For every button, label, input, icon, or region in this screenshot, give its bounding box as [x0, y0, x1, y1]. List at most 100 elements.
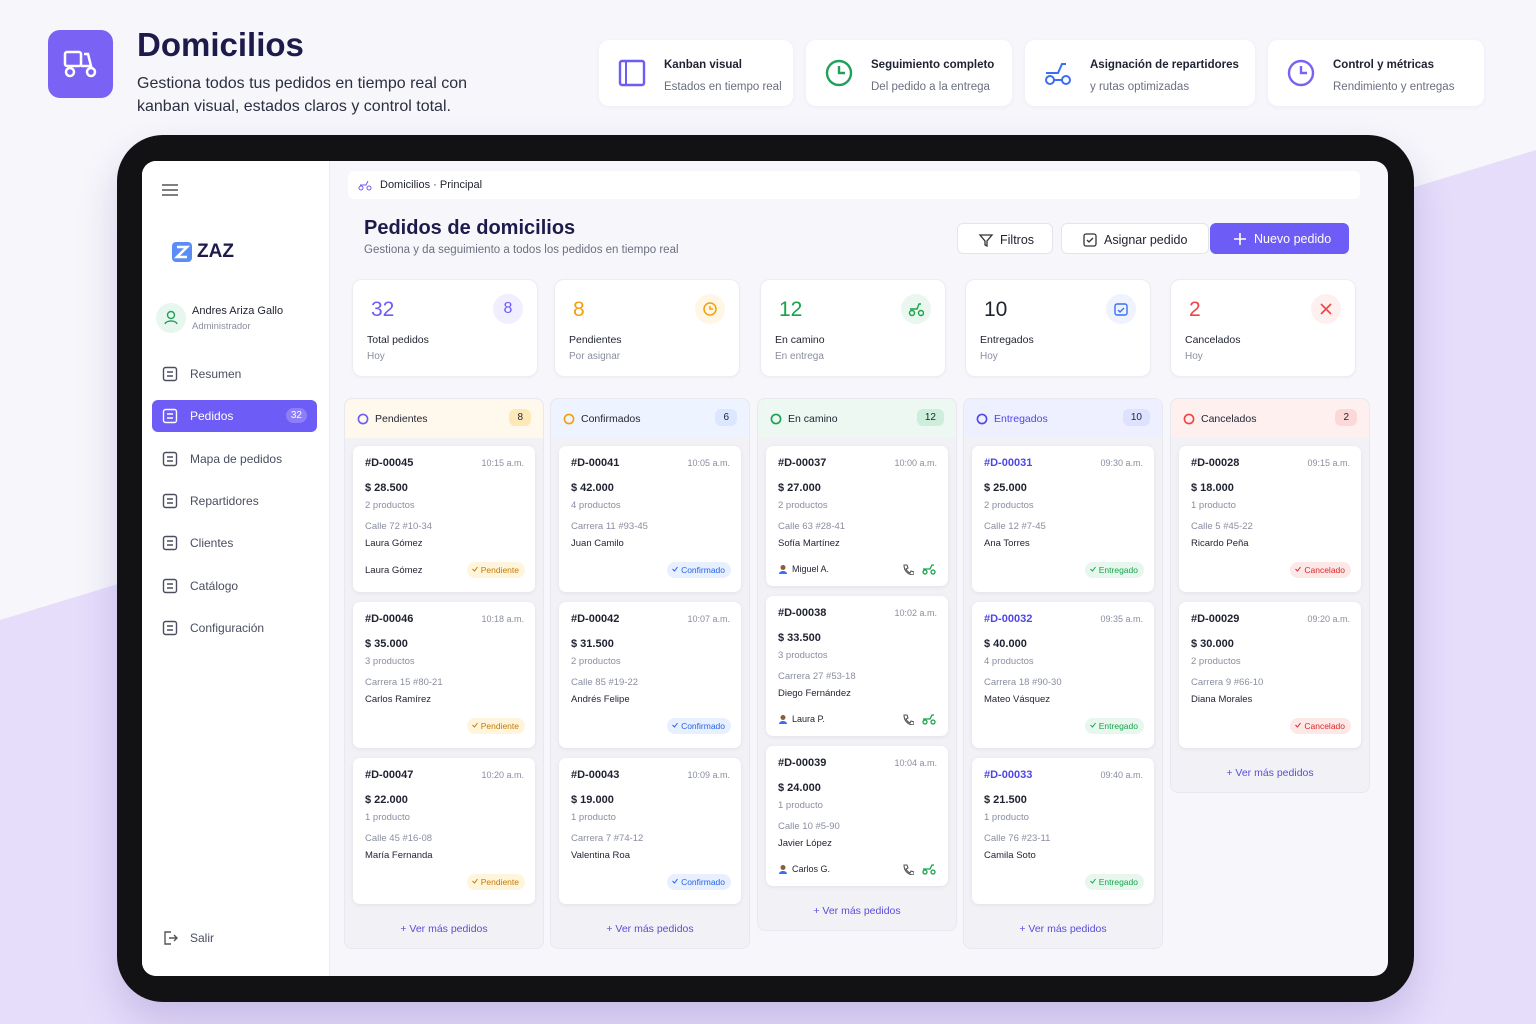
stat-card: 2 Cancelados Hoy: [1170, 279, 1356, 377]
order-customer: Andrés Felipe: [571, 694, 630, 705]
stat-label: Entregados: [980, 334, 1034, 346]
order-card[interactable]: #D-00046 10:18 a.m. $ 35.000 3 productos Car…: [353, 602, 535, 748]
order-id: #D-00045: [365, 457, 414, 469]
order-card[interactable]: #D-00029 09:20 a.m. $ 30.000 2 productos Car…: [1179, 602, 1361, 748]
column-icon: [357, 413, 369, 425]
order-time: 10:02 a.m.: [894, 608, 937, 618]
action-button[interactable]: Nuevo pedido: [1210, 223, 1349, 254]
order-card[interactable]: #D-00037 10:00 a.m. $ 27.000 2 productos Cal…: [766, 446, 948, 586]
column-header: Entregados 10: [964, 399, 1162, 438]
order-card[interactable]: #D-00043 10:09 a.m. $ 19.000 1 producto Carr…: [559, 758, 741, 904]
nav-item[interactable]: Configuración: [152, 612, 317, 644]
kanban-column: Cancelados 2 #D-00028 09:15 a.m. $ 18.000 1 p…: [1170, 398, 1370, 793]
order-items: 3 productos: [365, 656, 415, 667]
action-button[interactable]: Filtros: [957, 223, 1053, 254]
order-card[interactable]: #D-00032 09:35 a.m. $ 40.000 4 productos Car…: [972, 602, 1154, 748]
kanban-column: Pendientes 8 #D-00045 10:15 a.m. $ 28.500 2 p…: [344, 398, 544, 949]
nav-item[interactable]: Catálogo: [152, 570, 317, 602]
page-title: Domicilios: [137, 26, 304, 63]
view-more[interactable]: + Ver más pedidos: [400, 923, 488, 935]
stat-value: 8: [573, 298, 585, 321]
button-icon: [1234, 233, 1246, 245]
stat-icon: [695, 294, 725, 324]
view-more[interactable]: + Ver más pedidos: [606, 923, 694, 935]
status-label: Entregado: [1098, 877, 1138, 887]
order-id: #D-00041: [571, 457, 620, 469]
order-address: Calle 63 #28-41: [778, 521, 846, 532]
column-count: 2: [1335, 409, 1357, 426]
nav-icon: [162, 451, 178, 466]
order-address: Carrera 27 #53-18: [778, 671, 856, 682]
courier-icon: [922, 864, 936, 875]
order-id: #D-00047: [365, 769, 414, 781]
order-card[interactable]: #D-00045 10:15 a.m. $ 28.500 2 productos Cal…: [353, 446, 535, 592]
order-items: 4 productos: [984, 656, 1034, 667]
stat-label: Total pedidos: [367, 334, 429, 346]
order-card[interactable]: #D-00038 10:02 a.m. $ 33.500 3 productos Car…: [766, 596, 948, 736]
status-tag: Cancelado: [1290, 718, 1351, 734]
view-more[interactable]: + Ver más pedidos: [1226, 767, 1314, 779]
logout[interactable]: Salir: [152, 922, 317, 954]
feature-title: Asignación de repartidores: [1090, 59, 1239, 71]
column-icon: [976, 413, 988, 425]
menu-icon[interactable]: [162, 183, 178, 197]
nav-icon: [162, 620, 178, 635]
order-amount: $ 21.500: [984, 794, 1027, 806]
stat-icon-graphic: [703, 302, 717, 316]
nav-item[interactable]: Mapa de pedidos: [152, 443, 317, 475]
order-address: Calle 45 #16-08: [365, 833, 433, 844]
check-icon: [1295, 722, 1302, 728]
order-card[interactable]: #D-00047 10:20 a.m. $ 22.000 1 producto Call…: [353, 758, 535, 904]
stat-value: 10: [984, 298, 1008, 321]
kanban-column: En camino 12 #D-00037 10:00 a.m. $ 27.000 2 p…: [757, 398, 957, 931]
check-icon: [1089, 878, 1096, 884]
nav-item[interactable]: Clientes: [152, 527, 317, 559]
order-items: 2 productos: [984, 500, 1034, 511]
button-icon: [978, 234, 994, 248]
status-label: Confirmado: [681, 721, 725, 731]
view-more[interactable]: + Ver más pedidos: [1019, 923, 1107, 935]
order-card[interactable]: #D-00031 09:30 a.m. $ 25.000 2 productos Cal…: [972, 446, 1154, 592]
status-label: Pendiente: [480, 721, 519, 731]
order-id: #D-00038: [778, 607, 827, 619]
nav-item[interactable]: Repartidores: [152, 485, 317, 517]
stat-value: 32: [371, 298, 395, 321]
nav-item[interactable]: Pedidos 32: [152, 400, 317, 433]
column-icon: [563, 413, 575, 425]
courier-avatar: [779, 565, 787, 574]
column-name: Cancelados: [1201, 413, 1257, 425]
check-icon: [471, 878, 478, 884]
stat-icon: 8: [493, 294, 523, 324]
order-amount: $ 35.000: [365, 638, 408, 650]
order-card[interactable]: #D-00042 10:07 a.m. $ 31.500 2 productos Cal…: [559, 602, 741, 748]
column-count: 8: [509, 409, 531, 426]
view-more[interactable]: + Ver más pedidos: [813, 905, 901, 917]
order-time: 09:35 a.m.: [1100, 614, 1143, 624]
stat-icon-graphic: [1320, 303, 1332, 315]
order-amount: $ 31.500: [571, 638, 614, 650]
nav-badge: 32: [285, 408, 307, 424]
order-amount: $ 33.500: [778, 632, 821, 644]
order-card[interactable]: #D-00033 09:40 a.m. $ 21.500 1 producto Call…: [972, 758, 1154, 904]
order-card[interactable]: #D-00028 09:15 a.m. $ 18.000 1 producto Call…: [1179, 446, 1361, 592]
order-time: 10:04 a.m.: [894, 758, 937, 768]
nav-icon: [162, 578, 178, 593]
order-address: Calle 85 #19-22: [571, 677, 639, 688]
feature-card: Control y métricas Rendimiento y entregas: [1268, 40, 1484, 106]
order-id: #D-00039: [778, 757, 827, 769]
column-header: Confirmados 6: [551, 399, 749, 438]
column-header: Cancelados 2: [1171, 399, 1369, 438]
order-items: 4 productos: [571, 500, 621, 511]
action-button[interactable]: Asignar pedido: [1061, 223, 1209, 254]
stat-card: 32 Total pedidos Hoy 8: [352, 279, 538, 377]
feature-card: Kanban visual Estados en tiempo real: [599, 40, 793, 106]
order-card[interactable]: #D-00039 10:04 a.m. $ 24.000 1 producto Call…: [766, 746, 948, 886]
feature-subtitle: Rendimiento y entregas: [1333, 81, 1455, 93]
nav-item[interactable]: Resumen: [152, 358, 317, 390]
check-icon: [1089, 566, 1096, 572]
order-time: 10:00 a.m.: [894, 458, 937, 468]
scooter-icon: [63, 50, 97, 78]
order-time: 10:09 a.m.: [687, 770, 730, 780]
order-card[interactable]: #D-00041 10:05 a.m. $ 42.000 4 productos Car…: [559, 446, 741, 592]
order-amount: $ 25.000: [984, 482, 1027, 494]
